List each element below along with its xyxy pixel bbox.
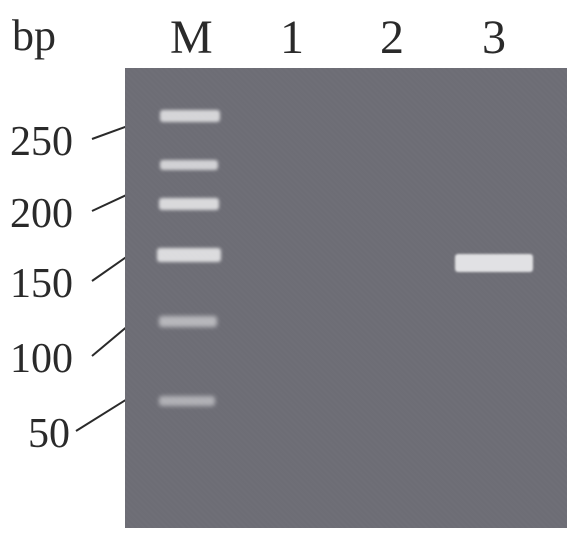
lane-header-2: 2 bbox=[380, 10, 404, 65]
band-m-6 bbox=[159, 396, 215, 406]
band-m-2 bbox=[160, 160, 218, 170]
unit-label: bp bbox=[12, 10, 56, 61]
band-lane3 bbox=[455, 254, 533, 272]
band-m-1 bbox=[160, 110, 220, 122]
marker-label-250: 250 bbox=[10, 118, 73, 166]
gel-area bbox=[125, 68, 567, 528]
lane-header-1: 1 bbox=[280, 10, 304, 65]
marker-label-100: 100 bbox=[10, 335, 73, 383]
lane-header-3: 3 bbox=[482, 10, 506, 65]
gel-noise bbox=[125, 68, 567, 528]
lane-header-m: M bbox=[170, 10, 213, 65]
band-m-5 bbox=[159, 316, 217, 327]
marker-label-200: 200 bbox=[10, 190, 73, 238]
marker-label-150: 150 bbox=[10, 260, 73, 308]
tick-50 bbox=[75, 396, 131, 432]
marker-label-50: 50 bbox=[28, 410, 70, 458]
gel-figure: bp M 1 2 3 250 200 150 100 50 bbox=[0, 0, 577, 547]
band-m-3 bbox=[159, 198, 219, 210]
band-m-4 bbox=[157, 248, 221, 262]
